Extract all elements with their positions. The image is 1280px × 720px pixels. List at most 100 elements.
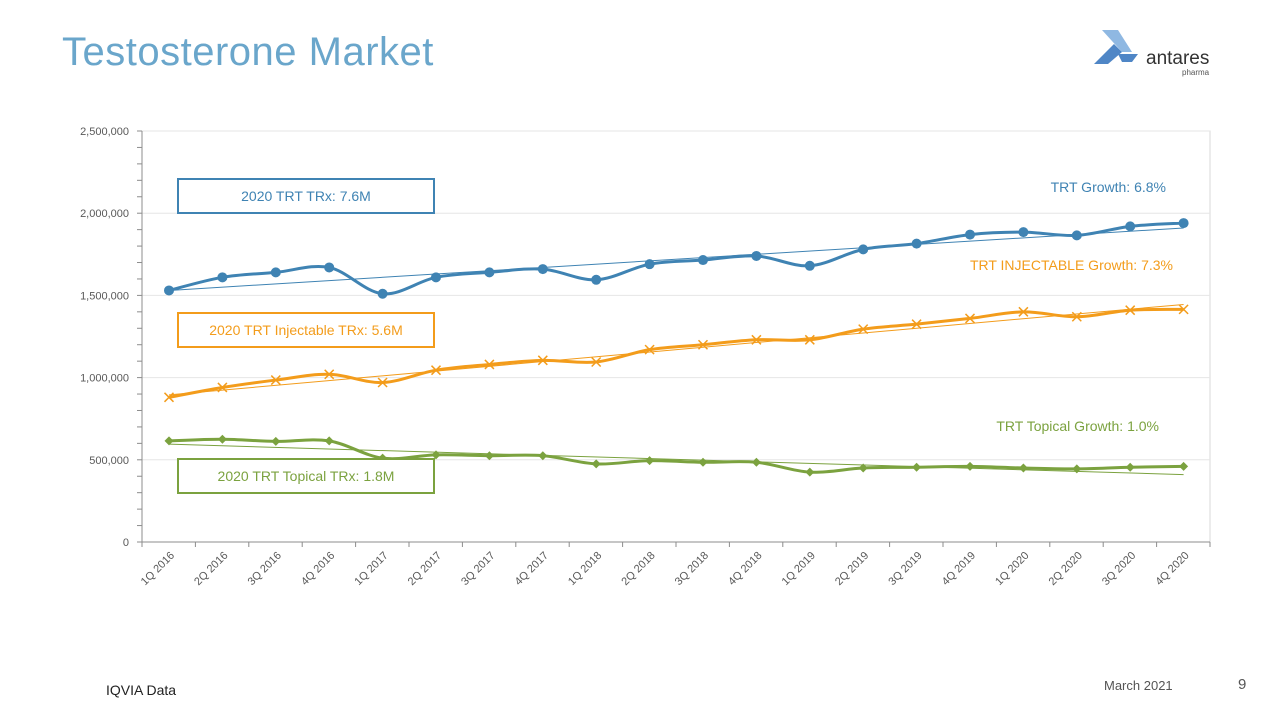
data-point-injectable bbox=[964, 313, 976, 324]
x-tick-label: 1Q 2017 bbox=[352, 550, 390, 588]
data-point-stroke bbox=[377, 377, 388, 388]
data-point-trt bbox=[377, 288, 388, 299]
data-point-trt bbox=[217, 272, 228, 283]
data-point-topical bbox=[965, 461, 975, 471]
x-tick-label: 3Q 2017 bbox=[459, 550, 497, 588]
x-tick-label: 2Q 2020 bbox=[1047, 550, 1085, 588]
data-point-injectable bbox=[1178, 304, 1189, 315]
data-point-topical bbox=[698, 457, 708, 467]
slide-title: Testosterone Market bbox=[62, 30, 434, 74]
data-point-trt bbox=[164, 285, 174, 296]
x-tick-label: 2Q 2016 bbox=[192, 550, 230, 588]
trend-line-topical bbox=[168, 443, 1184, 476]
x-tick-label: 4Q 2018 bbox=[726, 550, 764, 588]
data-point-trt bbox=[751, 250, 762, 261]
topical-total: 2020 TRT Topical TRx: 1.8M bbox=[218, 468, 395, 484]
data-point-injectable bbox=[858, 324, 869, 335]
data-point-topical bbox=[912, 462, 922, 472]
data-point-topical bbox=[858, 463, 868, 473]
data-point-topical bbox=[751, 457, 761, 467]
data-point-injectable bbox=[804, 334, 815, 345]
x-tick-label: 2Q 2017 bbox=[406, 550, 444, 588]
data-point-injectable bbox=[591, 356, 602, 368]
y-tick-label: 500,000 bbox=[89, 455, 129, 467]
data-point-injectable bbox=[1125, 305, 1136, 316]
data-point-injectable bbox=[324, 369, 335, 380]
data-point-stroke bbox=[1071, 311, 1082, 322]
data-point-trt bbox=[484, 267, 495, 278]
y-tick-label: 1,500,000 bbox=[80, 290, 129, 302]
data-point-topical bbox=[805, 467, 815, 477]
series-line-injectable bbox=[168, 307, 1184, 399]
data-point-injectable bbox=[751, 334, 762, 345]
data-point-injectable bbox=[697, 339, 709, 350]
data-point-stroke bbox=[751, 334, 762, 345]
x-tick-label: 3Q 2016 bbox=[246, 550, 284, 588]
x-tick-label: 1Q 2020 bbox=[993, 550, 1031, 588]
topical-total-box bbox=[177, 458, 435, 494]
y-tick-label: 0 bbox=[123, 537, 129, 549]
trend-line-trt bbox=[168, 227, 1184, 291]
data-point-topical bbox=[645, 456, 655, 466]
antares-logo-icon bbox=[1094, 30, 1138, 64]
data-point-stroke bbox=[1178, 304, 1189, 315]
data-point-trt bbox=[1125, 221, 1136, 232]
x-tick-label: 4Q 2016 bbox=[299, 550, 337, 588]
data-point-topical bbox=[591, 459, 601, 469]
data-point-injectable bbox=[430, 365, 442, 376]
data-point-stroke bbox=[1125, 305, 1136, 316]
x-tick-label: 1Q 2016 bbox=[139, 550, 177, 588]
data-point-trt bbox=[1018, 227, 1029, 238]
data-point-injectable bbox=[217, 382, 228, 393]
x-tick-label: 4Q 2020 bbox=[1153, 550, 1191, 588]
logo-wordmark: antares bbox=[1146, 48, 1210, 69]
trt-total-box bbox=[177, 178, 435, 214]
data-point-injectable bbox=[644, 344, 655, 355]
data-point-stroke bbox=[270, 375, 281, 386]
data-point-topical bbox=[164, 436, 174, 446]
series-line-topical bbox=[168, 437, 1184, 474]
data-point-stroke bbox=[1018, 306, 1029, 317]
y-tick-label: 2,000,000 bbox=[80, 208, 129, 220]
data-point-injectable bbox=[911, 319, 922, 330]
x-tick-label: 2Q 2018 bbox=[619, 550, 657, 588]
data-point-topical bbox=[271, 436, 281, 446]
data-point-trt bbox=[644, 259, 655, 270]
slide-date: March 2021 bbox=[1104, 678, 1173, 693]
x-tick-label: 3Q 2020 bbox=[1100, 550, 1138, 588]
data-point-topical bbox=[1179, 461, 1189, 471]
data-point-injectable bbox=[1071, 311, 1082, 322]
data-point-topical bbox=[1018, 463, 1028, 473]
data-point-stroke bbox=[217, 382, 228, 393]
x-tick-label: 2Q 2019 bbox=[833, 550, 871, 588]
y-tick-label: 1,000,000 bbox=[80, 373, 129, 385]
x-tick-label: 4Q 2017 bbox=[513, 550, 551, 588]
injectable-total: 2020 TRT Injectable TRx: 5.6M bbox=[209, 322, 403, 338]
data-point-trt bbox=[431, 272, 441, 283]
y-tick-label: 2,500,000 bbox=[80, 126, 129, 138]
injectable-total-box bbox=[177, 312, 435, 348]
data-point-trt bbox=[1071, 230, 1082, 241]
data-point-topical bbox=[538, 451, 548, 461]
data-point-trt bbox=[537, 264, 548, 275]
data-point-trt bbox=[270, 267, 281, 278]
data-point-topical bbox=[1125, 462, 1135, 472]
injectable-growth-annotation: TRT INJECTABLE Growth: 7.3% bbox=[970, 257, 1173, 273]
data-point-injectable bbox=[537, 355, 548, 366]
x-tick-label: 1Q 2019 bbox=[780, 550, 818, 588]
data-point-injectable bbox=[270, 375, 281, 386]
data-point-injectable bbox=[163, 392, 175, 403]
trend-line-injectable bbox=[168, 303, 1184, 396]
data-point-trt bbox=[698, 255, 708, 266]
data-point-injectable bbox=[484, 359, 495, 370]
x-tick-label: 1Q 2018 bbox=[566, 550, 604, 588]
data-point-stroke bbox=[697, 339, 709, 350]
data-point-stroke bbox=[644, 344, 655, 355]
data-point-trt bbox=[591, 274, 602, 285]
data-point-trt bbox=[324, 262, 335, 273]
data-point-topical bbox=[484, 451, 494, 461]
source-note: IQVIA Data bbox=[106, 682, 177, 698]
data-point-stroke bbox=[911, 319, 922, 330]
data-point-stroke bbox=[858, 324, 869, 335]
